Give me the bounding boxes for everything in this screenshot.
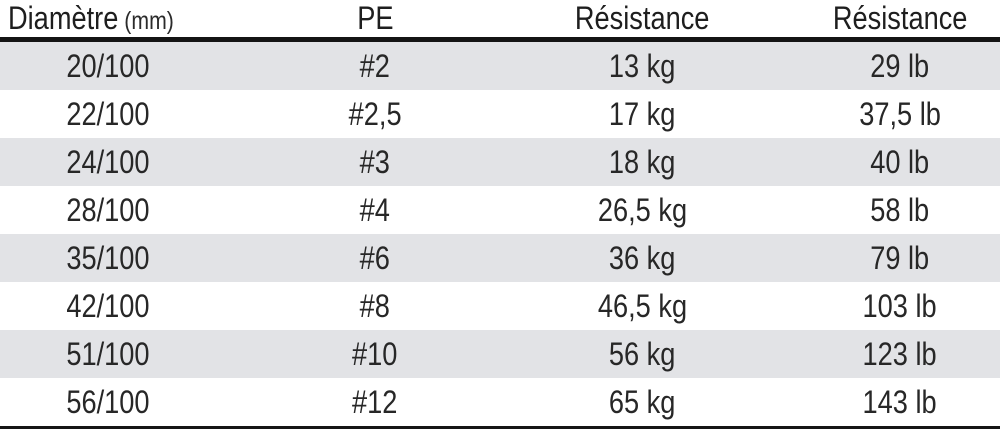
header-pe-label: PE	[356, 0, 394, 36]
table-row: 56/100 #12 65 kg 143 lb	[0, 378, 1000, 428]
table-row: 51/100 #10 56 kg 123 lb	[0, 330, 1000, 378]
pe-cell: #8	[215, 282, 520, 330]
header-diameter-unit: (mm)	[124, 7, 174, 35]
header-pe: PE	[215, 0, 520, 42]
header-diameter-label: Diamètre	[8, 0, 119, 36]
diameter-cell: 20/100	[0, 39, 215, 90]
resistance-lb-cell: 37,5 lb	[765, 90, 1000, 138]
resistance-kg-cell: 17 kg	[520, 90, 765, 138]
pe-cell: #3	[215, 138, 520, 186]
pe-cell: #10	[215, 330, 520, 378]
diameter-cell: 22/100	[0, 90, 215, 138]
header-diameter: Diamètre (mm)	[0, 0, 215, 42]
diameter-cell: 35/100	[0, 234, 215, 282]
diameter-cell: 24/100	[0, 138, 215, 186]
header-resistance-lb: Résistance	[765, 0, 1000, 42]
diameter-cell: 42/100	[0, 282, 215, 330]
pe-cell: #2,5	[215, 90, 520, 138]
table-body: 20/100 #2 13 kg 29 lb 22/100 #2,5 17 kg …	[0, 39, 1000, 428]
resistance-kg-cell: 18 kg	[520, 138, 765, 186]
header-resistance-lb-label: Résistance	[832, 0, 968, 36]
diameter-cell: 51/100	[0, 330, 215, 378]
resistance-kg-cell: 56 kg	[520, 330, 765, 378]
resistance-kg-cell: 46,5 kg	[520, 282, 765, 330]
resistance-lb-cell: 103 lb	[765, 282, 1000, 330]
resistance-lb-cell: 79 lb	[765, 234, 1000, 282]
resistance-kg-cell: 65 kg	[520, 378, 765, 428]
diameter-cell: 28/100	[0, 186, 215, 234]
resistance-lb-cell: 40 lb	[765, 138, 1000, 186]
table-row: 22/100 #2,5 17 kg 37,5 lb	[0, 90, 1000, 138]
pe-cell: #6	[215, 234, 520, 282]
diameter-cell: 56/100	[0, 378, 215, 428]
resistance-lb-cell: 58 lb	[765, 186, 1000, 234]
table-header: Diamètre (mm) PE Résistance Résistance	[0, 0, 1000, 42]
header-resistance-kg: Résistance	[520, 0, 765, 42]
pe-cell: #12	[215, 378, 520, 428]
resistance-kg-cell: 36 kg	[520, 234, 765, 282]
pe-cell: #4	[215, 186, 520, 234]
header-resistance-kg-label: Résistance	[575, 0, 710, 36]
table-row: 20/100 #2 13 kg 29 lb	[0, 39, 1000, 90]
pe-cell: #2	[215, 39, 520, 90]
header-row: Diamètre (mm) PE Résistance Résistance	[0, 0, 1000, 42]
table-row: 24/100 #3 18 kg 40 lb	[0, 138, 1000, 186]
table-row: 28/100 #4 26,5 kg 58 lb	[0, 186, 1000, 234]
table-row: 35/100 #6 36 kg 79 lb	[0, 234, 1000, 282]
resistance-kg-cell: 26,5 kg	[520, 186, 765, 234]
resistance-lb-cell: 123 lb	[765, 330, 1000, 378]
resistance-lb-cell: 29 lb	[765, 39, 1000, 90]
table-row: 42/100 #8 46,5 kg 103 lb	[0, 282, 1000, 330]
resistance-kg-cell: 13 kg	[520, 39, 765, 90]
resistance-lb-cell: 143 lb	[765, 378, 1000, 428]
